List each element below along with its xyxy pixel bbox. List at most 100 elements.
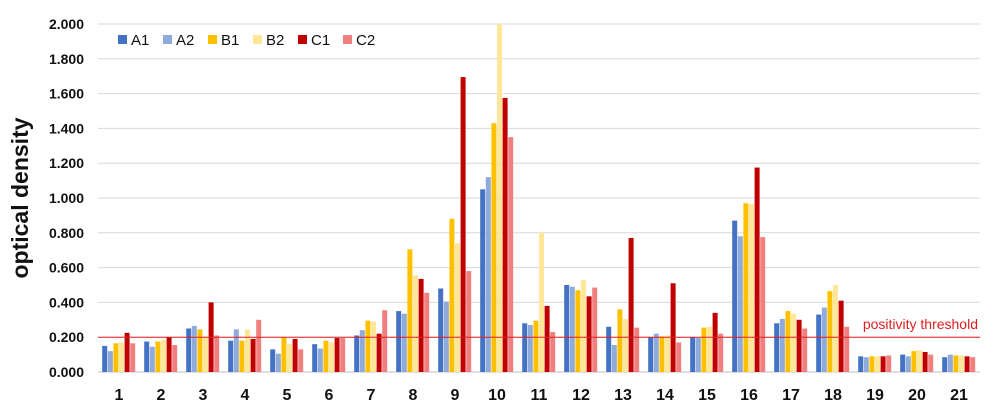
- y-tick-labels: 0.000 0.200 0.400 0.600 0.800 1.000 1.200 1.400…: [49, 16, 84, 380]
- y-tick-label: 0.800: [49, 225, 84, 241]
- bar-c2-1: [130, 343, 136, 372]
- bar-b2-19: [875, 356, 880, 372]
- bar-a1-18: [816, 314, 822, 372]
- bar-c1-4: [250, 338, 256, 372]
- x-tick-label: 14: [656, 387, 674, 404]
- bar-a1-7: [354, 335, 360, 372]
- legend-swatch-c2: [343, 35, 352, 44]
- y-tick-label: 0.400: [49, 294, 84, 310]
- bar-a2-4: [233, 329, 239, 372]
- bar-a2-5: [275, 353, 281, 372]
- legend-label-b1: B1: [221, 32, 239, 49]
- y-tick-label: 1.800: [49, 51, 84, 67]
- legend-label-c2: C2: [356, 32, 375, 49]
- bar-b1-12: [575, 290, 581, 372]
- bar-b2-2: [161, 339, 166, 372]
- bar-b2-7: [371, 321, 376, 372]
- legend-swatch-a2: [163, 35, 172, 44]
- bar-c1-5: [292, 338, 298, 372]
- bar-b2-1: [119, 342, 124, 372]
- bar-b1-1: [113, 343, 119, 372]
- legend-label-b2: B2: [266, 32, 284, 49]
- bar-a2-10: [485, 177, 491, 372]
- x-tick-label: 21: [950, 387, 968, 404]
- bar-b2-15: [707, 326, 712, 372]
- bar-b2-21: [959, 355, 964, 372]
- bar-a2-7: [359, 330, 365, 372]
- bar-c1-2: [166, 337, 172, 372]
- bar-a2-16: [737, 236, 743, 372]
- bar-a2-2: [149, 346, 155, 372]
- bar-b1-20: [911, 351, 917, 372]
- y-tick-label: 1.000: [49, 190, 84, 206]
- bar-c1-19: [880, 356, 886, 372]
- legend-label-a1: A1: [131, 32, 149, 49]
- x-tick-label: 17: [782, 387, 800, 404]
- y-tick-label: 0.000: [49, 364, 84, 380]
- bar-a2-21: [947, 354, 953, 372]
- bar-a1-11: [522, 323, 528, 372]
- bar-b2-13: [623, 318, 628, 372]
- x-tick-label: 1: [115, 387, 124, 404]
- legend-swatch-b1: [208, 35, 217, 44]
- bar-b2-16: [749, 204, 754, 372]
- bar-a1-3: [186, 328, 192, 372]
- threshold-label: positivity threshold: [863, 316, 978, 332]
- bar-b1-8: [407, 249, 413, 372]
- bar-c2-10: [508, 137, 514, 372]
- bar-c2-8: [424, 292, 430, 372]
- y-tick-label: 0.600: [49, 260, 84, 276]
- bar-a1-19: [858, 356, 864, 372]
- x-tick-label: 6: [325, 387, 334, 404]
- bar-b1-7: [365, 320, 371, 372]
- bar-c2-12: [592, 287, 598, 372]
- bar-c1-7: [376, 333, 382, 372]
- legend-swatch-a1: [118, 35, 127, 44]
- bar-c1-21: [964, 356, 970, 372]
- bar-a1-13: [606, 326, 612, 372]
- bar-a1-8: [396, 311, 402, 372]
- bar-c1-10: [502, 97, 508, 372]
- bar-a2-8: [401, 313, 407, 372]
- bar-a1-21: [942, 357, 948, 372]
- bar-b1-18: [827, 291, 833, 372]
- bar-b2-9: [455, 243, 460, 372]
- bar-b1-6: [323, 340, 329, 372]
- bar-c1-11: [544, 305, 550, 372]
- x-tick-label: 7: [367, 387, 376, 404]
- bar-b2-17: [791, 313, 796, 372]
- y-tick-label: 1.200: [49, 155, 84, 171]
- x-tick-label: 4: [241, 387, 250, 404]
- x-tick-label: 13: [614, 387, 632, 404]
- bar-c1-16: [754, 167, 760, 372]
- bar-b1-21: [953, 355, 959, 372]
- bars: [102, 24, 976, 373]
- legend-label-a2: A2: [176, 32, 194, 49]
- bar-c1-6: [334, 338, 340, 372]
- bar-c1-1: [124, 332, 130, 372]
- bar-b1-15: [701, 327, 707, 372]
- legend-swatch-b2: [253, 35, 262, 44]
- bar-a2-13: [611, 345, 617, 372]
- x-tick-label: 11: [531, 387, 548, 404]
- bar-a1-16: [732, 220, 738, 372]
- legend: A1 A2 B1 B2 C1 C2: [118, 32, 375, 49]
- bar-c2-15: [718, 333, 724, 372]
- y-tick-label: 2.000: [49, 16, 84, 32]
- y-tick-label: 1.400: [49, 120, 84, 136]
- y-tick-label: 0.200: [49, 329, 84, 345]
- x-tick-label: 10: [488, 387, 506, 404]
- bar-b1-19: [869, 356, 875, 372]
- x-tick-label: 20: [908, 387, 926, 404]
- bar-a2-1: [107, 351, 113, 372]
- bar-a2-3: [191, 325, 197, 372]
- bar-c2-16: [760, 237, 766, 372]
- bar-a2-14: [653, 333, 659, 372]
- bar-a2-12: [569, 286, 575, 372]
- x-tick-label: 18: [824, 387, 842, 404]
- x-tick-label: 5: [283, 387, 292, 404]
- bar-a2-11: [527, 325, 533, 372]
- bar-c2-18: [844, 326, 850, 372]
- bar-b2-12: [581, 279, 586, 372]
